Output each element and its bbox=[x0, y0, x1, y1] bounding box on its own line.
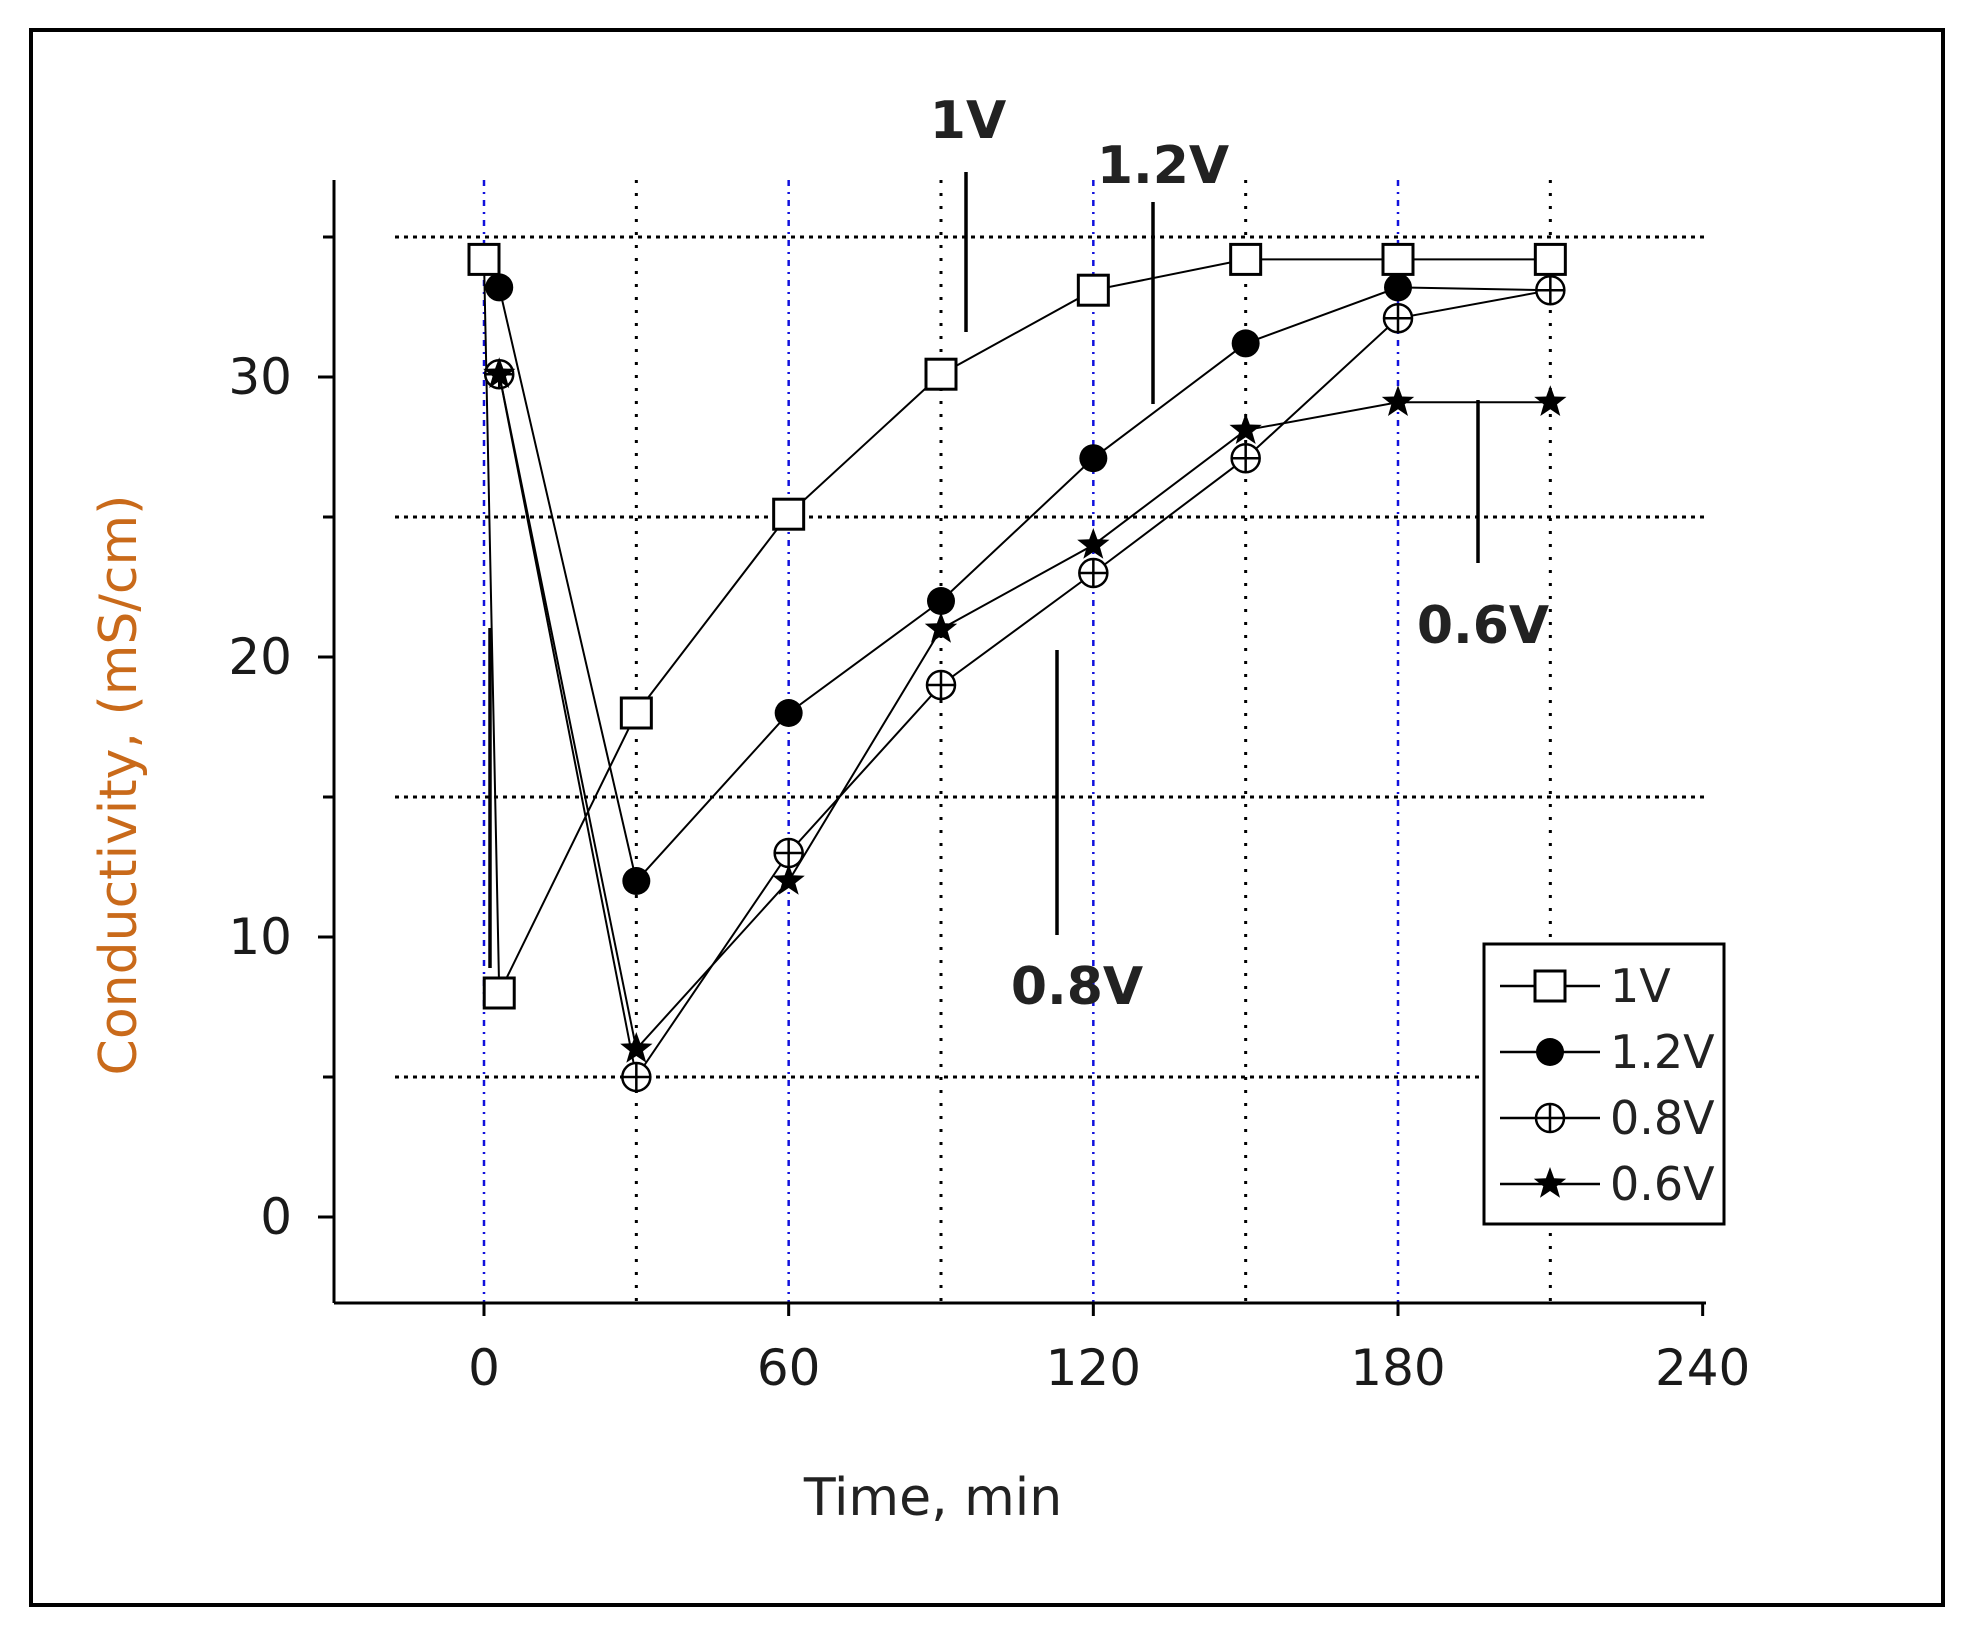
series-layer bbox=[467, 242, 1567, 1093]
legend: 1V 1.2V 0.8V 0.6V bbox=[1482, 942, 1726, 1226]
data-point-0-6v bbox=[483, 357, 516, 388]
data-point-0-6v bbox=[1534, 385, 1567, 416]
data-point-0-8v bbox=[621, 1061, 652, 1093]
data-point-1-2v bbox=[774, 699, 803, 727]
legend-marker-0-8v bbox=[1534, 1102, 1566, 1134]
data-point-1v bbox=[1533, 242, 1567, 276]
data-point-0-8v bbox=[1078, 557, 1109, 589]
data-point-1v bbox=[772, 497, 806, 531]
y-tick-label: 10 bbox=[228, 908, 292, 966]
data-point-1v bbox=[924, 357, 958, 391]
legend-marker-0-6v bbox=[1533, 1167, 1567, 1198]
annotation-0-6v: 0.6V bbox=[1417, 596, 1549, 656]
x-tick-label: 60 bbox=[757, 1339, 821, 1397]
data-point-1-2v bbox=[622, 867, 651, 895]
data-point-0-6v bbox=[1077, 528, 1110, 559]
data-point-1v bbox=[1076, 273, 1110, 307]
data-point-1-2v bbox=[1231, 329, 1260, 358]
y-tick-label: 20 bbox=[228, 628, 292, 686]
data-point-1-2v bbox=[1384, 273, 1412, 302]
data-point-0-8v bbox=[925, 669, 957, 701]
legend-box bbox=[1482, 942, 1726, 1226]
x-tick-label: 240 bbox=[1655, 1339, 1750, 1397]
data-point-1-2v bbox=[485, 273, 514, 302]
y-axis-title: Conductivity, (mS/cm) bbox=[89, 495, 149, 1076]
data-point-1-2v bbox=[927, 587, 955, 615]
data-point-0-8v bbox=[1230, 442, 1261, 474]
data-point-0-6v bbox=[1381, 385, 1415, 416]
figure-frame bbox=[29, 28, 1945, 1607]
x-axis-title: Time, min bbox=[803, 1468, 1062, 1528]
series-line-0-8v bbox=[498, 289, 1551, 1080]
legend-marker-1-2v bbox=[1536, 1038, 1564, 1066]
data-point-0-6v bbox=[1229, 413, 1262, 444]
data-point-0-6v bbox=[924, 612, 958, 643]
data-point-1v bbox=[619, 696, 653, 730]
annotation-1-2v: 1.2V bbox=[1097, 136, 1229, 196]
data-point-0-6v bbox=[620, 1032, 653, 1063]
x-tick-label: 0 bbox=[468, 1339, 500, 1397]
annotation-0-8v: 0.8V bbox=[1011, 957, 1143, 1017]
data-point-1v bbox=[467, 242, 501, 276]
series-line-0-6v bbox=[498, 374, 1551, 1052]
data-point-1v bbox=[1381, 242, 1415, 276]
x-tick-label: 180 bbox=[1350, 1339, 1445, 1397]
x-tick-label: 120 bbox=[1046, 1339, 1141, 1397]
data-point-0-8v bbox=[773, 837, 804, 869]
annotation-1v: 1V bbox=[930, 91, 1006, 151]
data-point-0-8v bbox=[1535, 274, 1566, 306]
data-point-1-2v bbox=[1079, 444, 1108, 473]
legend-label-0-8v: 0.8V bbox=[1610, 1091, 1715, 1145]
legend-marker-1v bbox=[1533, 969, 1567, 1003]
data-point-0-6v bbox=[772, 864, 805, 895]
legend-label-0-6v: 0.6V bbox=[1610, 1157, 1715, 1211]
y-tick-label: 30 bbox=[228, 348, 292, 406]
data-point-1v bbox=[482, 976, 516, 1010]
axis-ticks: 0 60 120 180 240 0 10 20 30 bbox=[228, 235, 1750, 1397]
series-line-1-2v bbox=[498, 286, 1551, 884]
legend-label-1v: 1V bbox=[1610, 959, 1671, 1013]
data-point-1v bbox=[1229, 242, 1263, 276]
data-point-0-8v bbox=[1382, 302, 1414, 334]
y-tick-label: 0 bbox=[260, 1188, 292, 1246]
legend-label-1-2v: 1.2V bbox=[1610, 1025, 1715, 1079]
